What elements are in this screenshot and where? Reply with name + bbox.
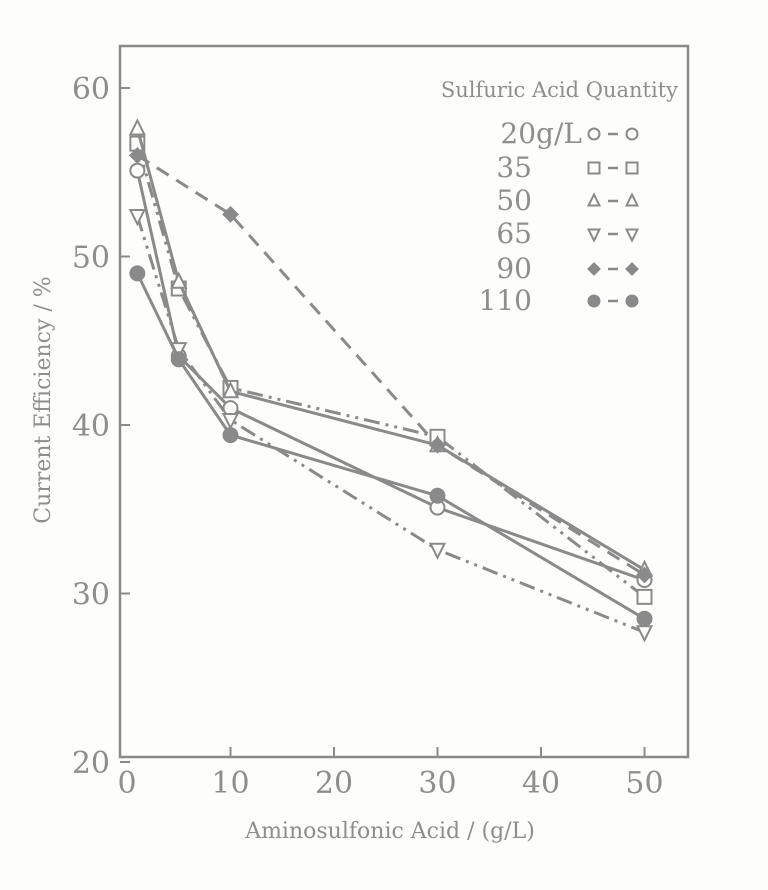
open-triangle-down-marker: [624, 228, 640, 243]
legend-label: 110: [479, 284, 532, 317]
legend-item: 65: [496, 217, 640, 250]
y-tick-label: 60: [72, 72, 110, 107]
open-square-marker: [587, 161, 601, 175]
x-tick-label: 0: [117, 766, 136, 801]
series-line: [135, 170, 645, 582]
legend-title: Sulfuric Acid Quantity: [441, 78, 678, 102]
filled-diamond-marker: [222, 205, 239, 223]
legend-label: 20g/L: [500, 117, 582, 150]
open-square-marker: [625, 161, 639, 175]
open-circle-marker: [587, 127, 601, 141]
x-axis: 0 10 20 30 40 50: [117, 747, 664, 801]
filled-circle-marker: [129, 265, 146, 282]
open-triangle-down-marker: [128, 209, 146, 227]
open-triangle-down-marker: [635, 625, 654, 643]
filled-diamond-marker: [587, 262, 601, 276]
filled-diamond-marker: [636, 566, 653, 584]
x-tick-label: 10: [211, 766, 249, 801]
y-axis-title: Current Efficiency / %: [31, 276, 56, 523]
legend-label: 35: [496, 151, 532, 184]
filled-circle-marker: [625, 294, 639, 308]
legend-label: 65: [496, 217, 532, 250]
filled-diamond-marker: [429, 436, 446, 454]
series-110: [129, 265, 653, 627]
open-circle-marker: [625, 127, 639, 141]
x-axis-title: Aminosulfonic Acid / (g/L): [244, 819, 535, 844]
filled-circle-marker: [222, 427, 239, 444]
legend-item: 50: [496, 184, 640, 217]
series-35: [129, 135, 653, 605]
open-square-marker: [636, 588, 653, 605]
legend-item: 110: [479, 284, 639, 317]
series-layer: [128, 118, 654, 643]
filled-circle-marker: [429, 487, 446, 504]
plot-frame: [118, 44, 690, 759]
y-tick-label: 30: [72, 578, 110, 613]
y-tick-label: 20: [72, 746, 110, 781]
filled-circle-marker: [587, 294, 601, 308]
x-tick-label: 40: [522, 766, 560, 801]
series-line: [135, 272, 646, 621]
open-triangle-up-marker: [586, 192, 602, 207]
x-tick-label: 50: [625, 766, 663, 801]
open-triangle-up-marker: [221, 381, 240, 399]
legend-label: 50: [496, 184, 532, 217]
legend-item: 90: [496, 252, 639, 285]
open-triangle-down-marker: [221, 412, 240, 431]
filled-diamond-marker: [128, 146, 146, 164]
series-20gl: [129, 162, 653, 589]
y-tick-label: 50: [72, 241, 110, 276]
open-triangle-up-marker: [170, 271, 188, 289]
x-tick-label: 20: [315, 766, 353, 801]
filled-circle-marker: [170, 351, 187, 368]
open-triangle-down-marker: [428, 542, 447, 560]
series-line: [135, 215, 646, 634]
y-axis: 20 30 40 50 60: [72, 72, 130, 781]
filled-circle-marker: [636, 610, 653, 627]
open-triangle-up-marker: [128, 118, 146, 136]
series-line: [136, 154, 646, 577]
open-triangle-down-marker: [586, 228, 602, 243]
legend-item: 35: [496, 151, 639, 184]
series-line: [135, 128, 646, 572]
filled-diamond-marker: [625, 262, 639, 276]
x-tick-label: 30: [418, 766, 456, 801]
legend-label: 90: [496, 252, 532, 285]
legend-item: 20g/L: [500, 117, 639, 150]
open-triangle-up-marker: [624, 192, 640, 207]
series-50: [128, 118, 654, 577]
series-90: [128, 146, 653, 584]
y-tick-label: 40: [72, 409, 110, 444]
